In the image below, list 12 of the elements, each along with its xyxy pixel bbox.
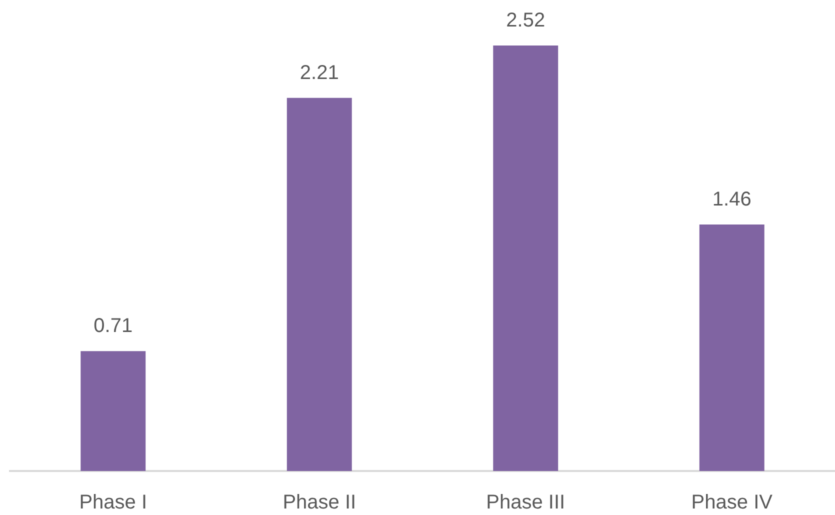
bar (699, 224, 764, 471)
x-tick-label: Phase II (282, 492, 356, 514)
data-label: 1.46 (712, 188, 752, 211)
bar (286, 98, 352, 471)
data-label: 2.21 (300, 62, 339, 84)
bar (80, 351, 146, 471)
bar (493, 46, 558, 471)
data-label: 2.52 (506, 10, 546, 32)
x-tick-label: Phase IV (691, 492, 774, 514)
data-label: 0.71 (94, 315, 133, 338)
x-tick-label: Phase III (486, 492, 566, 514)
x-tick-label: Phase I (79, 492, 148, 514)
